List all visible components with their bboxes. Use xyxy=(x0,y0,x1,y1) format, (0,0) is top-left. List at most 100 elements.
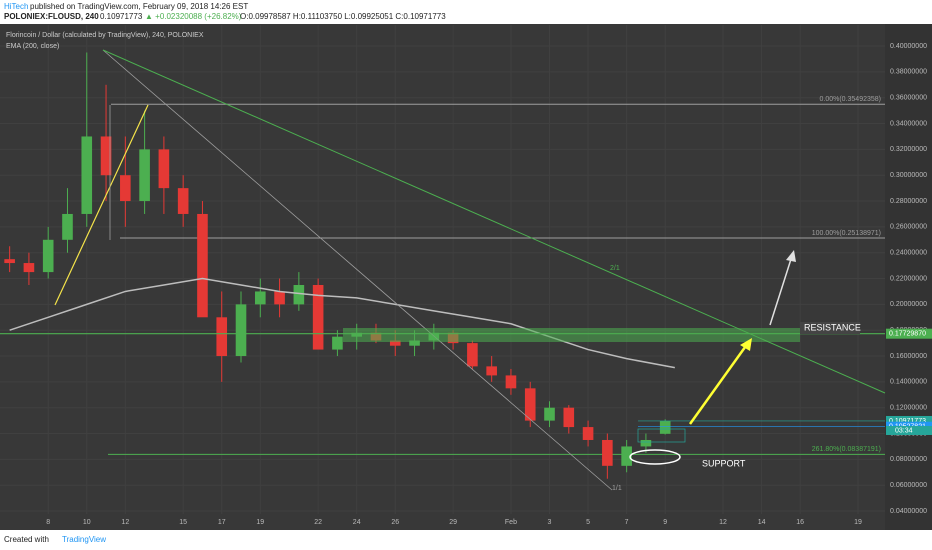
candle-body xyxy=(524,388,536,421)
price-label: 0.10971773 xyxy=(889,418,926,425)
footer-bar xyxy=(0,530,932,550)
yellow-trendline xyxy=(54,104,149,306)
candle-body xyxy=(42,239,54,273)
chart-title: Florincoin / Dollar (calculated by Tradi… xyxy=(6,32,204,39)
x-tick-label: 5 xyxy=(586,519,590,526)
candle-body xyxy=(177,188,189,214)
x-tick-label: 19 xyxy=(854,519,862,526)
x-tick-label: Feb xyxy=(505,519,517,526)
countdown: 03:34 xyxy=(895,427,913,434)
x-tick-label: 8 xyxy=(46,519,50,526)
x-tick-label: 24 xyxy=(353,519,361,526)
price-label-bg xyxy=(886,328,932,339)
x-tick-label: 10 xyxy=(83,519,91,526)
y-tick-label: 0.04000000 xyxy=(890,508,927,515)
candle-body xyxy=(62,213,73,240)
resistance-zone xyxy=(343,328,800,342)
x-tick-label: 22 xyxy=(314,519,322,526)
candle-body xyxy=(602,439,613,466)
x-tick-label: 19 xyxy=(256,519,264,526)
y-tick-label: 0.12000000 xyxy=(890,405,927,412)
change: ▲ +0.02320088 (+26.82%) xyxy=(145,12,242,21)
candle-body xyxy=(486,366,497,376)
x-tick-label: 26 xyxy=(391,519,399,526)
candle-body xyxy=(293,284,305,305)
y-tick-label: 0.36000000 xyxy=(890,95,927,102)
published: published on TradingView.com, February 0… xyxy=(30,2,248,11)
y-tick-label: 0.08000000 xyxy=(890,456,927,463)
candle-body xyxy=(4,259,15,264)
x-tick-label: 12 xyxy=(719,519,727,526)
y-tick-label: 0.26000000 xyxy=(890,224,927,231)
last-price: 0.10971773 xyxy=(100,12,143,21)
candle-body xyxy=(563,407,575,428)
candle-body xyxy=(312,284,324,350)
x-tick-label: 3 xyxy=(548,519,552,526)
x-tick-label: 29 xyxy=(449,519,457,526)
fan-line xyxy=(102,49,613,491)
candle-body xyxy=(216,317,228,357)
candle-body xyxy=(621,446,632,466)
header-bar xyxy=(0,0,932,24)
y-tick-label: 0.20000000 xyxy=(890,301,927,308)
y-tick-label: 0.40000000 xyxy=(890,43,927,50)
resistance-box xyxy=(800,322,860,334)
candle-body xyxy=(389,340,401,346)
symbol: POLONIEX:FLOUSD, 240 xyxy=(4,12,99,21)
x-tick-label: 16 xyxy=(796,519,804,526)
y-tick-label: 0.24000000 xyxy=(890,250,927,257)
publisher[interactable]: HiTech xyxy=(4,2,28,11)
price-label: 0.17729870 xyxy=(889,331,926,338)
x-tick-label: 7 xyxy=(625,519,629,526)
x-tick-label: 12 xyxy=(121,519,129,526)
support-label: SUPPORT xyxy=(702,458,746,468)
chart-subtitle: EMA (200, close) xyxy=(6,43,59,50)
arrow-white xyxy=(769,255,793,326)
fan-label: 2/1 xyxy=(610,265,620,272)
candle-body xyxy=(582,427,594,440)
arrow-head xyxy=(786,250,796,262)
arrow-head xyxy=(740,338,752,351)
countdown-bg xyxy=(886,425,932,435)
candle-body xyxy=(409,340,420,346)
candle-body xyxy=(120,175,131,202)
y-tick-label: 0.14000000 xyxy=(890,379,927,386)
candle-body xyxy=(235,304,247,357)
candle-body xyxy=(23,263,35,273)
fib-label: 261.80%(0.08387191) xyxy=(812,446,881,453)
candle-body xyxy=(158,149,170,189)
fib-label: 0.00%(0.35492358) xyxy=(820,96,882,103)
y-tick-label: 0.28000000 xyxy=(890,198,927,205)
fib-label: 100.00%(0.25138971) xyxy=(812,230,881,237)
candle-body xyxy=(467,343,478,367)
price-range-box xyxy=(637,428,686,443)
y-tick-label: 0.32000000 xyxy=(890,146,927,153)
fan-label: 1/1 xyxy=(612,485,622,492)
candle-body xyxy=(100,136,112,176)
y-tick-label: 0.38000000 xyxy=(890,69,927,76)
candle-body xyxy=(544,407,555,421)
support-circle xyxy=(629,449,681,465)
y-tick-label: 0.34000000 xyxy=(890,120,927,127)
y-tick-label: 0.16000000 xyxy=(890,353,927,360)
y-tick-label: 0.22000000 xyxy=(890,275,927,282)
candle-body xyxy=(197,213,208,318)
x-tick-label: 15 xyxy=(179,519,187,526)
chart-bg xyxy=(0,24,932,530)
footer-brand[interactable]: TradingView xyxy=(62,535,106,544)
ohlc: O:0.09978587 H:0.11103750 L:0.09925051 C… xyxy=(240,12,446,21)
resistance-label: RESISTANCE xyxy=(804,322,861,332)
candle-body xyxy=(332,336,343,350)
candle-body xyxy=(139,149,150,202)
candle-body xyxy=(254,291,266,305)
x-tick-label: 17 xyxy=(218,519,226,526)
candle-body xyxy=(640,439,652,447)
candle-body xyxy=(81,136,93,214)
arrow-yellow xyxy=(688,342,750,425)
x-tick-label: 9 xyxy=(663,519,667,526)
price-axis-bg xyxy=(885,24,932,530)
price-label-bg xyxy=(886,415,932,426)
candle-body xyxy=(659,420,671,434)
